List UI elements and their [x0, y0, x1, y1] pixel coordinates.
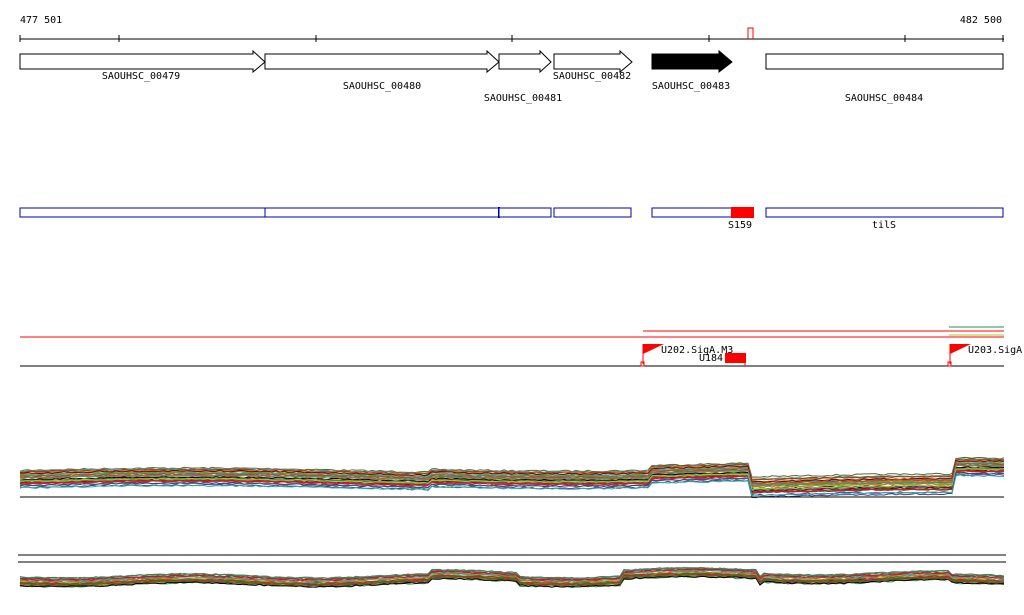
promoter-u203[interactable]: U203.SigA — [947, 344, 1022, 367]
gene-label: SAOUHSC_00479 — [102, 71, 180, 82]
gene-feature[interactable]: SAOUHSC_00482 — [553, 49, 633, 82]
annotation-box[interactable] — [264, 207, 500, 218]
segment-block[interactable] — [725, 353, 746, 363]
expression-trace — [19, 568, 1005, 581]
annotation-box[interactable] — [19, 207, 266, 218]
segment-label: U184 — [699, 353, 723, 364]
ruler-ticks — [19, 35, 1004, 42]
annotation-box[interactable] — [553, 207, 632, 218]
gene-feature[interactable]: SAOUHSC_00479 — [19, 49, 266, 82]
expression-track-2 — [18, 554, 1006, 588]
expression-trace — [19, 457, 1005, 481]
expression-trace — [19, 458, 1005, 481]
gene-label: SAOUHSC_00480 — [343, 81, 421, 92]
expression-trace — [20, 474, 1005, 497]
promoter-label: U203.SigA — [968, 345, 1022, 356]
expression-trace — [19, 473, 1005, 499]
gene-arrow[interactable] — [498, 49, 552, 74]
gene-arrow[interactable] — [19, 49, 266, 74]
annotation-tils-label: tilS — [872, 220, 896, 231]
gene-box[interactable] — [765, 53, 1004, 70]
expression-trace — [19, 575, 1005, 588]
annotation-s159-label: S159 — [728, 220, 752, 231]
expression-profile-lines — [19, 456, 1005, 499]
ruler-end-label: 482 500 — [960, 15, 1002, 26]
annotation-track: S159 tilS — [19, 207, 1004, 231]
segment-u184[interactable]: U184 — [699, 353, 746, 366]
gene-feature[interactable]: SAOUHSC_00483 — [651, 49, 733, 92]
gene-label: SAOUHSC_00482 — [553, 71, 631, 82]
gene-arrow[interactable] — [264, 49, 500, 74]
promoter-u202[interactable]: U202.SigA.M3 — [640, 344, 733, 367]
ruler-start-label: 477 501 — [20, 15, 62, 26]
gene-label: SAOUHSC_00484 — [845, 93, 923, 104]
expression-trace — [19, 469, 1005, 494]
expression-trace — [19, 464, 1005, 487]
gene-feature[interactable]: SAOUHSC_00484 — [765, 53, 1004, 104]
expression-profile-lines — [19, 566, 1005, 588]
transcript-track: U202.SigA.M3 U184 U203.SigA — [20, 326, 1022, 367]
expression-trace — [19, 467, 1005, 491]
annotation-tils-box[interactable] — [765, 207, 1004, 218]
gene-track: SAOUHSC_00479 SAOUHSC_00480 SAOUHSC_0048… — [19, 49, 1004, 104]
ruler-position-marker — [747, 27, 754, 39]
coordinate-ruler: 477 501 482 500 — [19, 15, 1004, 42]
promoter-flag-icon — [950, 344, 971, 354]
gene-label: SAOUHSC_00483 — [652, 81, 730, 92]
gene-feature[interactable]: SAOUHSC_00480 — [264, 49, 500, 92]
expression-trace — [19, 572, 1005, 586]
promoter-label: U202.SigA.M3 — [661, 345, 733, 356]
annotation-s159-block[interactable] — [731, 207, 754, 218]
gene-arrow-filled[interactable] — [651, 49, 733, 74]
expression-track-1 — [19, 456, 1005, 499]
promoter-flag-icon — [643, 344, 664, 354]
gene-label: SAOUHSC_00481 — [484, 93, 562, 104]
gene-arrow[interactable] — [553, 49, 633, 74]
gene-feature[interactable]: SAOUHSC_00481 — [484, 49, 562, 104]
expression-trace — [19, 566, 1005, 580]
expression-trace — [19, 462, 1005, 487]
annotation-box[interactable] — [498, 207, 552, 218]
expression-trace — [19, 471, 1005, 497]
expression-trace — [19, 456, 1005, 478]
